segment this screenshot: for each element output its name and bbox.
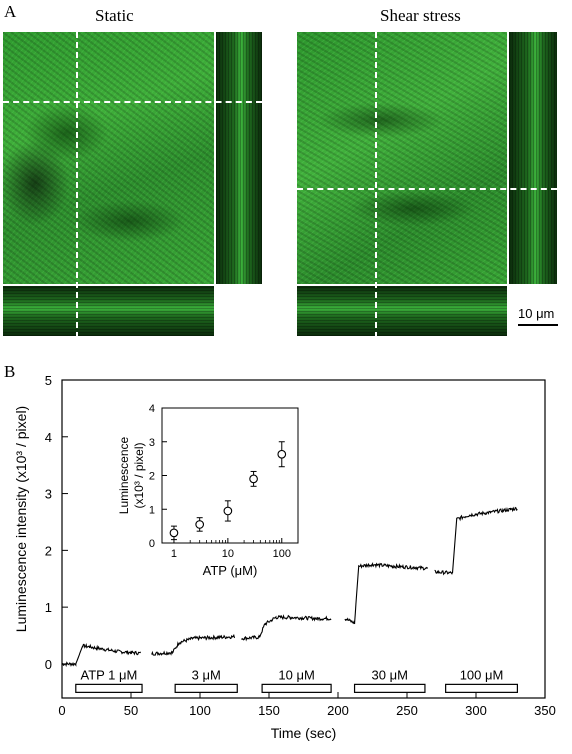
static-crosshair-horizontal — [3, 101, 262, 103]
stimulus-bar — [445, 683, 519, 693]
inset-data-point — [277, 449, 287, 459]
panel-a-letter: A — [4, 2, 17, 21]
static-title: Static — [95, 6, 134, 25]
x-tick-label: 300 — [465, 703, 487, 718]
stimulus-label: 100 μM — [460, 667, 504, 682]
x-tick-label: 200 — [327, 703, 349, 718]
y-tick-label: 5 — [45, 373, 52, 388]
inset-data-point — [169, 528, 179, 538]
inset-y-tick-label: 1 — [149, 504, 155, 516]
y-tick-label: 2 — [45, 543, 52, 558]
inset-y-tick-label: 0 — [149, 538, 155, 550]
inset-y-tick-label: 4 — [149, 403, 155, 415]
shear-crosshair-horizontal — [297, 188, 557, 190]
shear-xy-image — [297, 32, 507, 284]
x-tick-label: 0 — [58, 703, 65, 718]
y-tick-label: 4 — [45, 430, 52, 445]
x-tick-label: 350 — [534, 703, 556, 718]
trace-segment-4 — [344, 562, 429, 625]
stimulus-label: 3 μM — [192, 667, 221, 682]
trace-segment-2 — [151, 633, 236, 657]
trace-segment-5 — [434, 506, 518, 576]
scale-bar-label: 10 μm — [518, 306, 555, 321]
y-tick-label: 0 — [45, 657, 52, 672]
shear-stress-title: Shear stress — [380, 6, 461, 25]
y-tick-label: 3 — [45, 487, 52, 502]
inset-x-tick-label: 1 — [171, 548, 177, 560]
stimulus-bar — [261, 683, 332, 693]
inset-x-tick-label: 10 — [222, 548, 234, 560]
scale-bar-line — [518, 324, 558, 326]
static-xz-image — [3, 286, 214, 336]
trace-segment-3 — [241, 614, 332, 642]
stimulus-label: 10 μM — [278, 667, 314, 682]
stimulus-label: 30 μM — [372, 667, 408, 682]
inset-data-point — [249, 474, 258, 484]
inset-y-tick-label: 2 — [149, 471, 155, 483]
shear-crosshair-vertical — [375, 32, 377, 338]
x-tick-label: 150 — [258, 703, 280, 718]
stimulus-bar — [174, 683, 238, 693]
inset-data-point — [223, 506, 233, 516]
y-tick-label: 1 — [45, 600, 52, 615]
x-tick-label: 100 — [189, 703, 211, 718]
y-axis-title: Luminescence intensity (x10³ / pixel) — [13, 406, 29, 632]
stimulus-bar — [353, 683, 426, 693]
inset-y-axis-title-line2: (x10³ / pixel) — [132, 442, 146, 508]
stimulus-bar — [75, 683, 143, 693]
x-tick-label: 50 — [124, 703, 138, 718]
inset-x-tick-label: 100 — [273, 548, 291, 560]
inset-y-axis-title-line1: Luminescence — [117, 436, 131, 514]
static-crosshair-vertical — [76, 32, 78, 338]
shear-yz-image — [509, 32, 557, 284]
stimulus-label: ATP 1 μM — [80, 667, 137, 682]
inset-plot-frame — [161, 407, 299, 544]
panel-b-letter: B — [4, 362, 16, 381]
shear-xz-image — [297, 286, 507, 336]
inset-x-axis-title: ATP (μM) — [203, 563, 258, 578]
static-yz-image — [216, 32, 262, 284]
static-xy-image — [3, 32, 214, 284]
inset-y-tick-label: 3 — [149, 437, 155, 449]
x-tick-label: 250 — [396, 703, 418, 718]
inset-y-axis-title: Luminescence(x10³ / pixel) — [117, 436, 146, 514]
main-plot-frame — [61, 379, 546, 699]
trace-segment-1 — [61, 643, 142, 668]
x-axis-title: Time (sec) — [271, 725, 337, 741]
inset-data-point — [195, 520, 205, 529]
